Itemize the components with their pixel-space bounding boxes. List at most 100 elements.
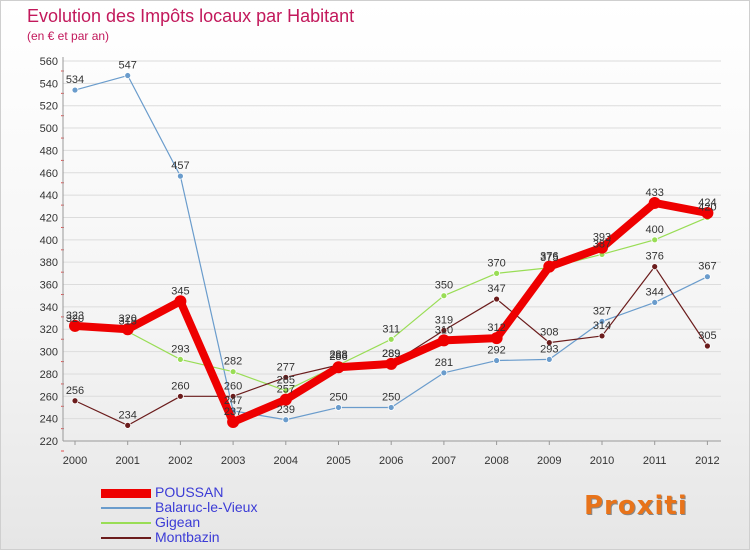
data-label-poussan: 345 [171,285,189,297]
y-tick-label: 560 [40,56,58,68]
data-label-balaruc-le-vieux: 247 [224,395,242,407]
legend-item-poussan: POUSSAN [101,484,361,500]
y-tick-label: 480 [40,145,58,157]
data-point-balaruc-le-vieux [704,273,711,281]
logo-text: Proxiti [584,491,688,521]
data-point-montbazin [124,421,132,429]
data-label-balaruc-le-vieux: 281 [435,357,453,369]
data-point-poussan [490,332,503,345]
x-tick-label: 2002 [168,455,192,467]
legend-swatch-balaruc [101,507,151,509]
data-label-balaruc-le-vieux: 239 [277,404,295,416]
y-tick-label: 240 [40,414,58,426]
legend-item-montbazin: Montbazin [101,529,361,545]
y-tick-label: 420 [40,212,58,224]
data-label-poussan: 323 [66,310,84,322]
data-label-poussan: 393 [593,232,611,244]
y-tick-label: 340 [40,302,58,314]
data-point-poussan [227,416,240,428]
x-tick-label: 2001 [115,455,139,467]
data-label-gigean: 293 [171,343,189,355]
x-tick-label: 2008 [484,455,508,467]
data-point-montbazin [704,342,711,350]
data-point-balaruc-le-vieux [440,369,448,377]
data-label-montbazin: 260 [224,380,242,392]
data-label-poussan: 310 [435,324,453,336]
data-point-poussan [279,393,292,406]
data-label-balaruc-le-vieux: 250 [329,391,347,403]
data-point-balaruc-le-vieux [335,404,342,411]
chart-title: Evolution des Impôts locaux par Habitant [27,6,355,26]
series-line-poussan [71,198,712,426]
x-tick-label: 2011 [643,455,667,467]
data-label-poussan: 286 [329,351,347,363]
x-tick-label: 2005 [326,455,350,467]
data-point-poussan [385,357,398,370]
data-label-montbazin: 256 [66,385,84,397]
data-point-balaruc-le-vieux [545,356,553,363]
data-point-montbazin [282,373,290,381]
legend-label-balaruc: Balaruc-le-Vieux [155,499,258,515]
x-tick-label: 2012 [695,455,719,467]
data-label-gigean: 311 [382,323,400,335]
data-label-montbazin: 376 [646,251,664,263]
data-label-montbazin: 234 [119,409,137,421]
data-label-poussan: 424 [698,197,716,209]
data-label-balaruc-le-vieux: 327 [593,305,611,317]
data-point-poussan [701,207,714,219]
data-point-montbazin [493,295,501,303]
data-label-balaruc-le-vieux: 547 [119,60,137,72]
x-tick-label: 2006 [379,455,403,467]
data-label-gigean: 318 [119,315,137,327]
data-point-balaruc-le-vieux [124,72,132,79]
y-tick-label: 400 [40,235,58,247]
data-label-balaruc-le-vieux: 250 [382,391,400,403]
data-point-poussan [648,196,661,209]
data-point-montbazin [651,263,659,271]
x-tick-label: 2004 [274,455,298,467]
x-tick-label: 2000 [63,455,87,467]
data-label-gigean: 282 [224,356,242,368]
data-label-gigean: 375 [540,252,558,264]
data-label-poussan: 257 [277,384,295,396]
data-point-balaruc-le-vieux [493,357,501,364]
data-label-balaruc-le-vieux: 344 [646,286,664,298]
legend-swatch-gigean [101,522,151,524]
data-label-gigean: 320 [66,313,84,325]
y-tick-label: 520 [40,101,58,113]
y-tick-label: 380 [40,257,58,269]
data-label-montbazin: 308 [540,327,558,339]
x-tick-label: 2007 [432,455,456,467]
legend-label-montbazin: Montbazin [155,529,220,545]
y-tick-label: 500 [40,123,58,135]
y-tick-label: 360 [40,280,58,292]
x-tick-label: 2009 [537,455,561,467]
data-point-montbazin [545,339,553,347]
data-point-montbazin [598,332,606,340]
data-point-gigean [440,292,448,300]
chart-subtitle: (en € et par an) [27,29,110,43]
y-tick-label: 540 [40,78,58,90]
data-point-poussan [332,361,345,374]
data-label-balaruc-le-vieux: 457 [171,160,189,172]
data-point-gigean [176,356,184,363]
data-label-balaruc-le-vieux: 534 [66,74,84,86]
data-label-gigean: 387 [593,238,611,250]
data-label-gigean: 370 [487,257,505,269]
data-label-montbazin: 347 [487,283,505,295]
data-label-poussan: 376 [540,251,558,263]
data-label-montbazin: 288 [329,349,347,361]
data-label-poussan: 320 [119,313,137,325]
data-label-montbazin: 289 [382,348,400,360]
data-label-balaruc-le-vieux: 292 [487,345,505,357]
legend-swatch-montbazin [101,537,151,539]
data-label-poussan: 433 [646,187,664,199]
data-point-gigean [651,236,659,244]
data-point-poussan [69,319,81,332]
y-tick-label: 280 [40,369,58,381]
data-label-balaruc-le-vieux: 367 [698,261,716,273]
data-point-poussan [596,241,608,254]
data-label-gigean: 400 [646,224,664,236]
